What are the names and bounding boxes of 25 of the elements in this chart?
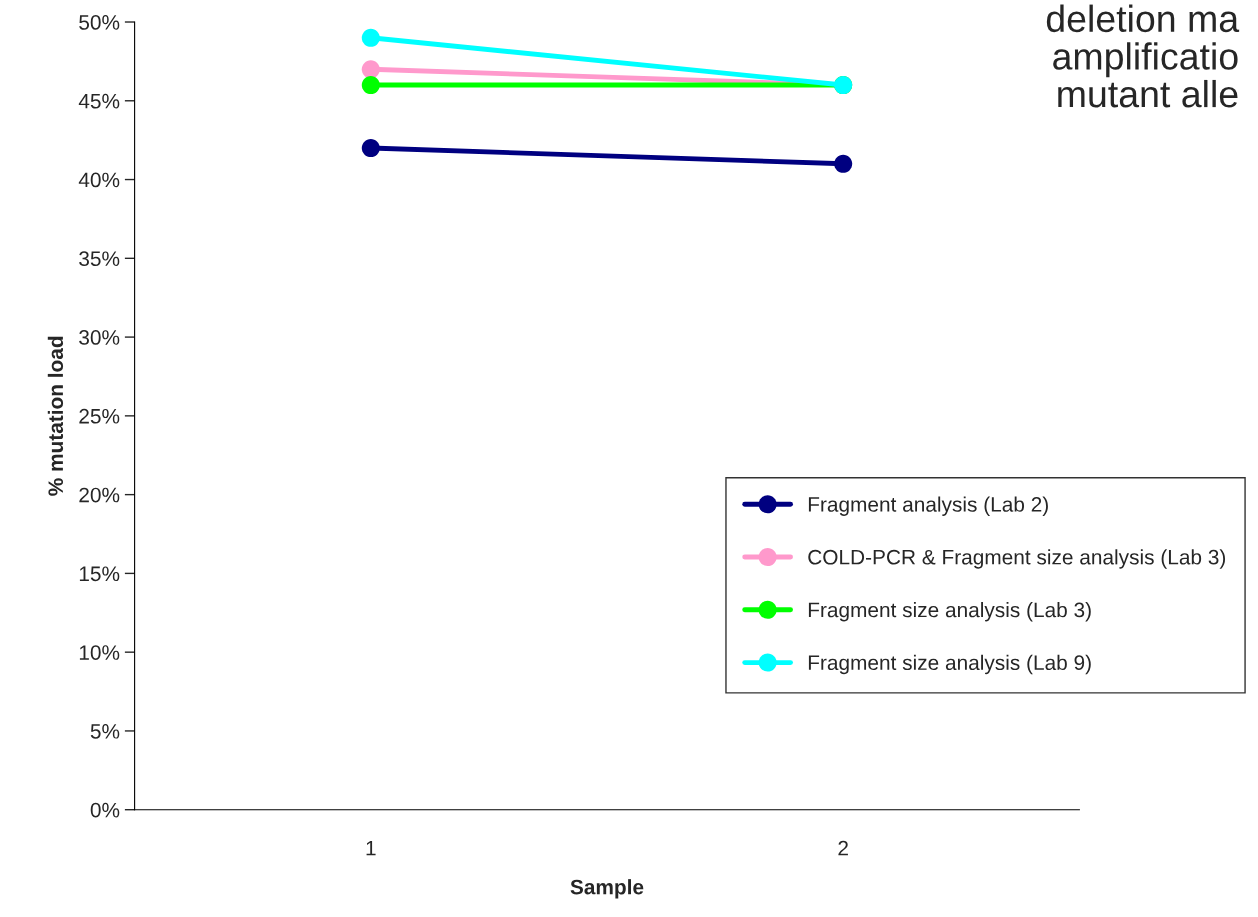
y-axis-title: % mutation load	[47, 336, 64, 496]
y-tick-label: 15%	[79, 566, 120, 582]
y-tick-label: 25%	[79, 408, 120, 424]
point	[361, 76, 380, 95]
legend-label: Fragment size analysis (Lab 3)	[808, 602, 1091, 622]
y-tick-label: 50%	[79, 15, 120, 30]
legend-label: Fragment analysis (Lab 2)	[808, 496, 1048, 516]
y-tick-label: 20%	[79, 487, 120, 503]
x-tick-label: 1	[366, 841, 376, 856]
y-tick-label: 45%	[78, 93, 120, 109]
y-tick-label: 35%	[79, 251, 120, 267]
legend-label: COLD-PCR & Fragment size analysis (Lab 3)	[808, 549, 1226, 569]
legend-label: Fragment size analysis (Lab 9)	[808, 654, 1091, 675]
y-tick-label: 40%	[78, 172, 120, 188]
point	[361, 139, 380, 158]
point	[834, 154, 853, 173]
point	[361, 60, 380, 79]
x-tick-label: 2	[838, 840, 848, 856]
annotation: deletion ma amplificatio mutant alle	[1046, 4, 1240, 108]
x-axis-title: Sample	[570, 879, 644, 899]
point	[361, 28, 380, 47]
y-tick-label: 0%	[90, 802, 120, 818]
y-tick-label: 5%	[90, 724, 120, 739]
y-tick-label: 30%	[79, 330, 120, 345]
y-tick-label: 10%	[79, 645, 120, 660]
